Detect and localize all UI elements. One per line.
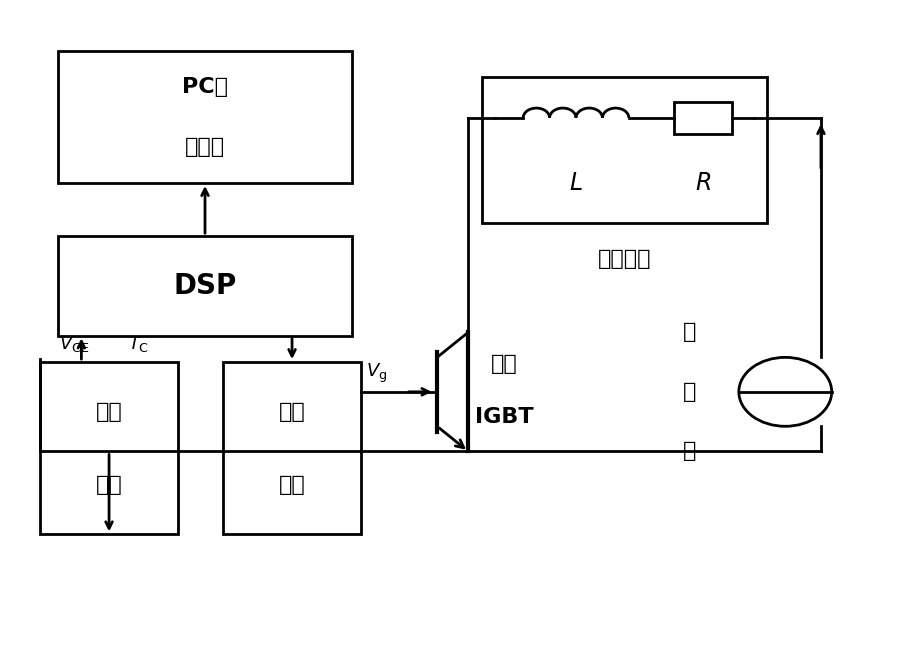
FancyBboxPatch shape bbox=[40, 362, 178, 534]
Text: $R$: $R$ bbox=[695, 172, 711, 195]
Text: 上位机: 上位机 bbox=[185, 137, 225, 156]
Text: 源: 源 bbox=[683, 442, 696, 462]
Text: IGBT: IGBT bbox=[475, 407, 533, 427]
Text: PC端: PC端 bbox=[182, 77, 228, 97]
Text: $T_\mathrm{C}$: $T_\mathrm{C}$ bbox=[128, 334, 149, 354]
FancyBboxPatch shape bbox=[58, 236, 352, 336]
FancyBboxPatch shape bbox=[674, 102, 733, 134]
Text: $V_\mathrm{g}$: $V_\mathrm{g}$ bbox=[366, 362, 387, 385]
Text: 驱动: 驱动 bbox=[278, 402, 305, 421]
FancyBboxPatch shape bbox=[223, 362, 361, 534]
Text: 流: 流 bbox=[683, 382, 696, 402]
Text: 模块: 模块 bbox=[278, 474, 305, 495]
Text: 电子负载: 电子负载 bbox=[598, 250, 651, 269]
Text: 恒: 恒 bbox=[683, 322, 696, 342]
FancyBboxPatch shape bbox=[58, 50, 352, 183]
Text: 采集: 采集 bbox=[96, 402, 123, 421]
Text: 测试: 测试 bbox=[491, 354, 517, 374]
FancyBboxPatch shape bbox=[482, 77, 768, 223]
Text: $L$: $L$ bbox=[569, 172, 583, 195]
Text: $V_\mathrm{CE}$: $V_\mathrm{CE}$ bbox=[59, 334, 89, 354]
Text: DSP: DSP bbox=[173, 272, 237, 300]
Text: 电路: 电路 bbox=[96, 474, 123, 495]
